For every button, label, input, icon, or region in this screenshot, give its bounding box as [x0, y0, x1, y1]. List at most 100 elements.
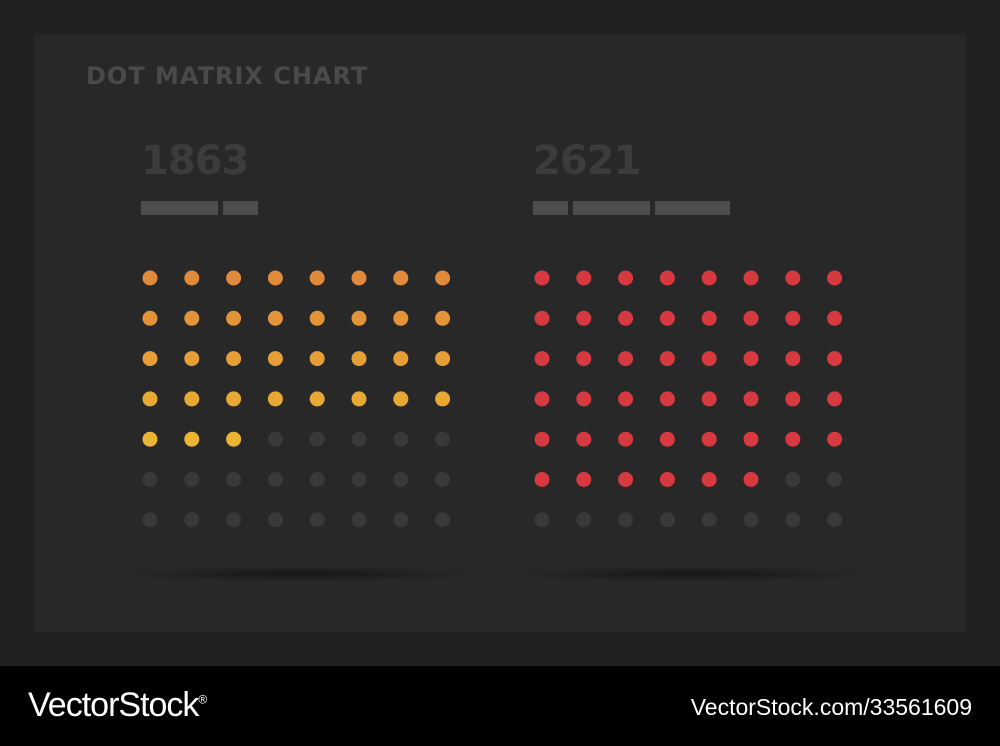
brand-name: VectorStock	[28, 686, 199, 724]
panel-1-dot-filled	[184, 391, 200, 407]
panel-2-legend-bar-1	[533, 201, 568, 215]
panel-2-dot-empty	[659, 512, 675, 528]
panel-1-dot-filled	[267, 391, 283, 407]
panel-2-dot-filled	[576, 270, 592, 286]
panel-1-dot-filled	[226, 351, 242, 367]
panel-2-dot-filled	[576, 310, 592, 326]
panel-1-dot-filled	[309, 351, 325, 367]
dot-matrix-svg	[142, 270, 843, 528]
panel-2-dot-filled	[827, 351, 843, 367]
panel-1-dot-empty	[267, 431, 283, 447]
panel-2-dot-filled	[659, 351, 675, 367]
panel-2-dot-filled	[576, 391, 592, 407]
panel-1-dot-filled	[142, 431, 158, 447]
panel-1-dot-empty	[309, 472, 325, 487]
panel-2-dot-filled	[701, 431, 717, 447]
panel-2-dot-filled	[743, 472, 759, 487]
panel-2-dot-filled	[785, 310, 801, 326]
panel-2-value: 2621	[533, 138, 641, 184]
panel-1-dot-empty	[351, 512, 367, 528]
chart-card	[34, 34, 966, 632]
panel-2-dot-filled	[743, 270, 759, 286]
panel-1-dot-filled	[142, 351, 158, 367]
panel-2-dot-empty	[576, 512, 592, 528]
panel-2-dot-filled	[785, 391, 801, 407]
panel-1-dot-empty	[435, 472, 451, 487]
chart-title: DOT MATRIX CHART	[86, 62, 369, 90]
panel-2-dot-filled	[534, 431, 550, 447]
panel-1-dot-filled	[184, 270, 200, 286]
panel-1-dot-filled	[309, 270, 325, 286]
panel-2-dot-filled	[659, 310, 675, 326]
panel-2-dot-filled	[618, 391, 634, 407]
panel-1-dot-filled	[226, 270, 242, 286]
stock-url-id: VectorStock.com/33561609	[690, 694, 972, 720]
panel-2-dot-filled	[576, 472, 592, 487]
panel-2-dot-empty	[785, 512, 801, 528]
panel-1-dot-filled	[351, 270, 367, 286]
panel-1-dot-empty	[184, 472, 200, 487]
panel-1-dot-empty	[226, 512, 242, 528]
brand-logo-text: VectorStock®	[28, 686, 207, 725]
panel-1-dot-empty	[435, 512, 451, 528]
panel-2-dot-empty	[618, 512, 634, 528]
panel-1-dot-empty	[142, 472, 158, 487]
panel-1-dot-filled	[393, 351, 409, 367]
panel-2-dot-filled	[743, 391, 759, 407]
panel-1-dot-filled	[267, 270, 283, 286]
panel-1-dot-filled	[226, 310, 242, 326]
panel-1-dot-filled	[435, 391, 451, 407]
panel-1-dot-empty	[435, 431, 451, 447]
panel-2-dot-filled	[618, 270, 634, 286]
panel-2-dot-filled	[785, 270, 801, 286]
panel-1-dot-empty	[351, 472, 367, 487]
panel-1-dot-empty	[309, 431, 325, 447]
panel-2-dot-filled	[659, 391, 675, 407]
panel-2-dot-filled	[618, 472, 634, 487]
panel-2-dot-filled	[576, 431, 592, 447]
panel-1-dot-filled	[435, 270, 451, 286]
panel-2-dot-filled	[618, 431, 634, 447]
panel-1-dot-empty	[393, 512, 409, 528]
panel-1-dot-empty	[351, 431, 367, 447]
panel-2-dot-filled	[701, 351, 717, 367]
panel-1-value: 1863	[141, 138, 249, 184]
panel-1-dot-empty	[267, 512, 283, 528]
panel-2-dot-filled	[659, 270, 675, 286]
panel-2-dot-filled	[827, 310, 843, 326]
panel-1-dot-empty	[226, 472, 242, 487]
panel-1-dot-filled	[351, 351, 367, 367]
brand-registered-mark: ®	[198, 692, 207, 707]
panel-1-dot-filled	[267, 310, 283, 326]
watermark-footer: VectorStock® VectorStock.com/33561609	[0, 666, 1000, 746]
panel-2-dot-filled	[827, 270, 843, 286]
panel-2-dot-filled	[534, 351, 550, 367]
panel-1-dot-filled	[226, 431, 242, 447]
panel-1-dot-filled	[309, 310, 325, 326]
panel-1-dot-filled	[142, 391, 158, 407]
panel-2-shadow	[512, 566, 872, 582]
chart-stage: DOT MATRIX CHART 1863 2621	[34, 34, 966, 632]
panel-2-dot-filled	[534, 391, 550, 407]
panel-2-dot-empty	[827, 512, 843, 528]
panel-2-dot-filled	[618, 310, 634, 326]
panel-2-dot-filled	[827, 391, 843, 407]
panel-2-dot-empty	[743, 512, 759, 528]
panel-2-dot-filled	[701, 472, 717, 487]
panel-1-dot-empty	[393, 431, 409, 447]
panel-1-dot-filled	[435, 310, 451, 326]
panel-1-dot-filled	[351, 391, 367, 407]
panel-2-dot-empty	[701, 512, 717, 528]
panel-2-dot-filled	[785, 431, 801, 447]
panel-1-dot-filled	[393, 270, 409, 286]
panel-1-dot-filled	[226, 391, 242, 407]
panel-1-dot-filled	[309, 391, 325, 407]
panel-2-dot-filled	[659, 472, 675, 487]
panel-1-dot-empty	[393, 472, 409, 487]
panel-1-dot-filled	[184, 351, 200, 367]
panel-2-dot-filled	[534, 270, 550, 286]
panel-1-legend-bar-1	[141, 201, 218, 215]
panel-1-dot-filled	[435, 351, 451, 367]
panel-2-legend-bar-3	[655, 201, 730, 215]
panel-1-dot-filled	[393, 310, 409, 326]
